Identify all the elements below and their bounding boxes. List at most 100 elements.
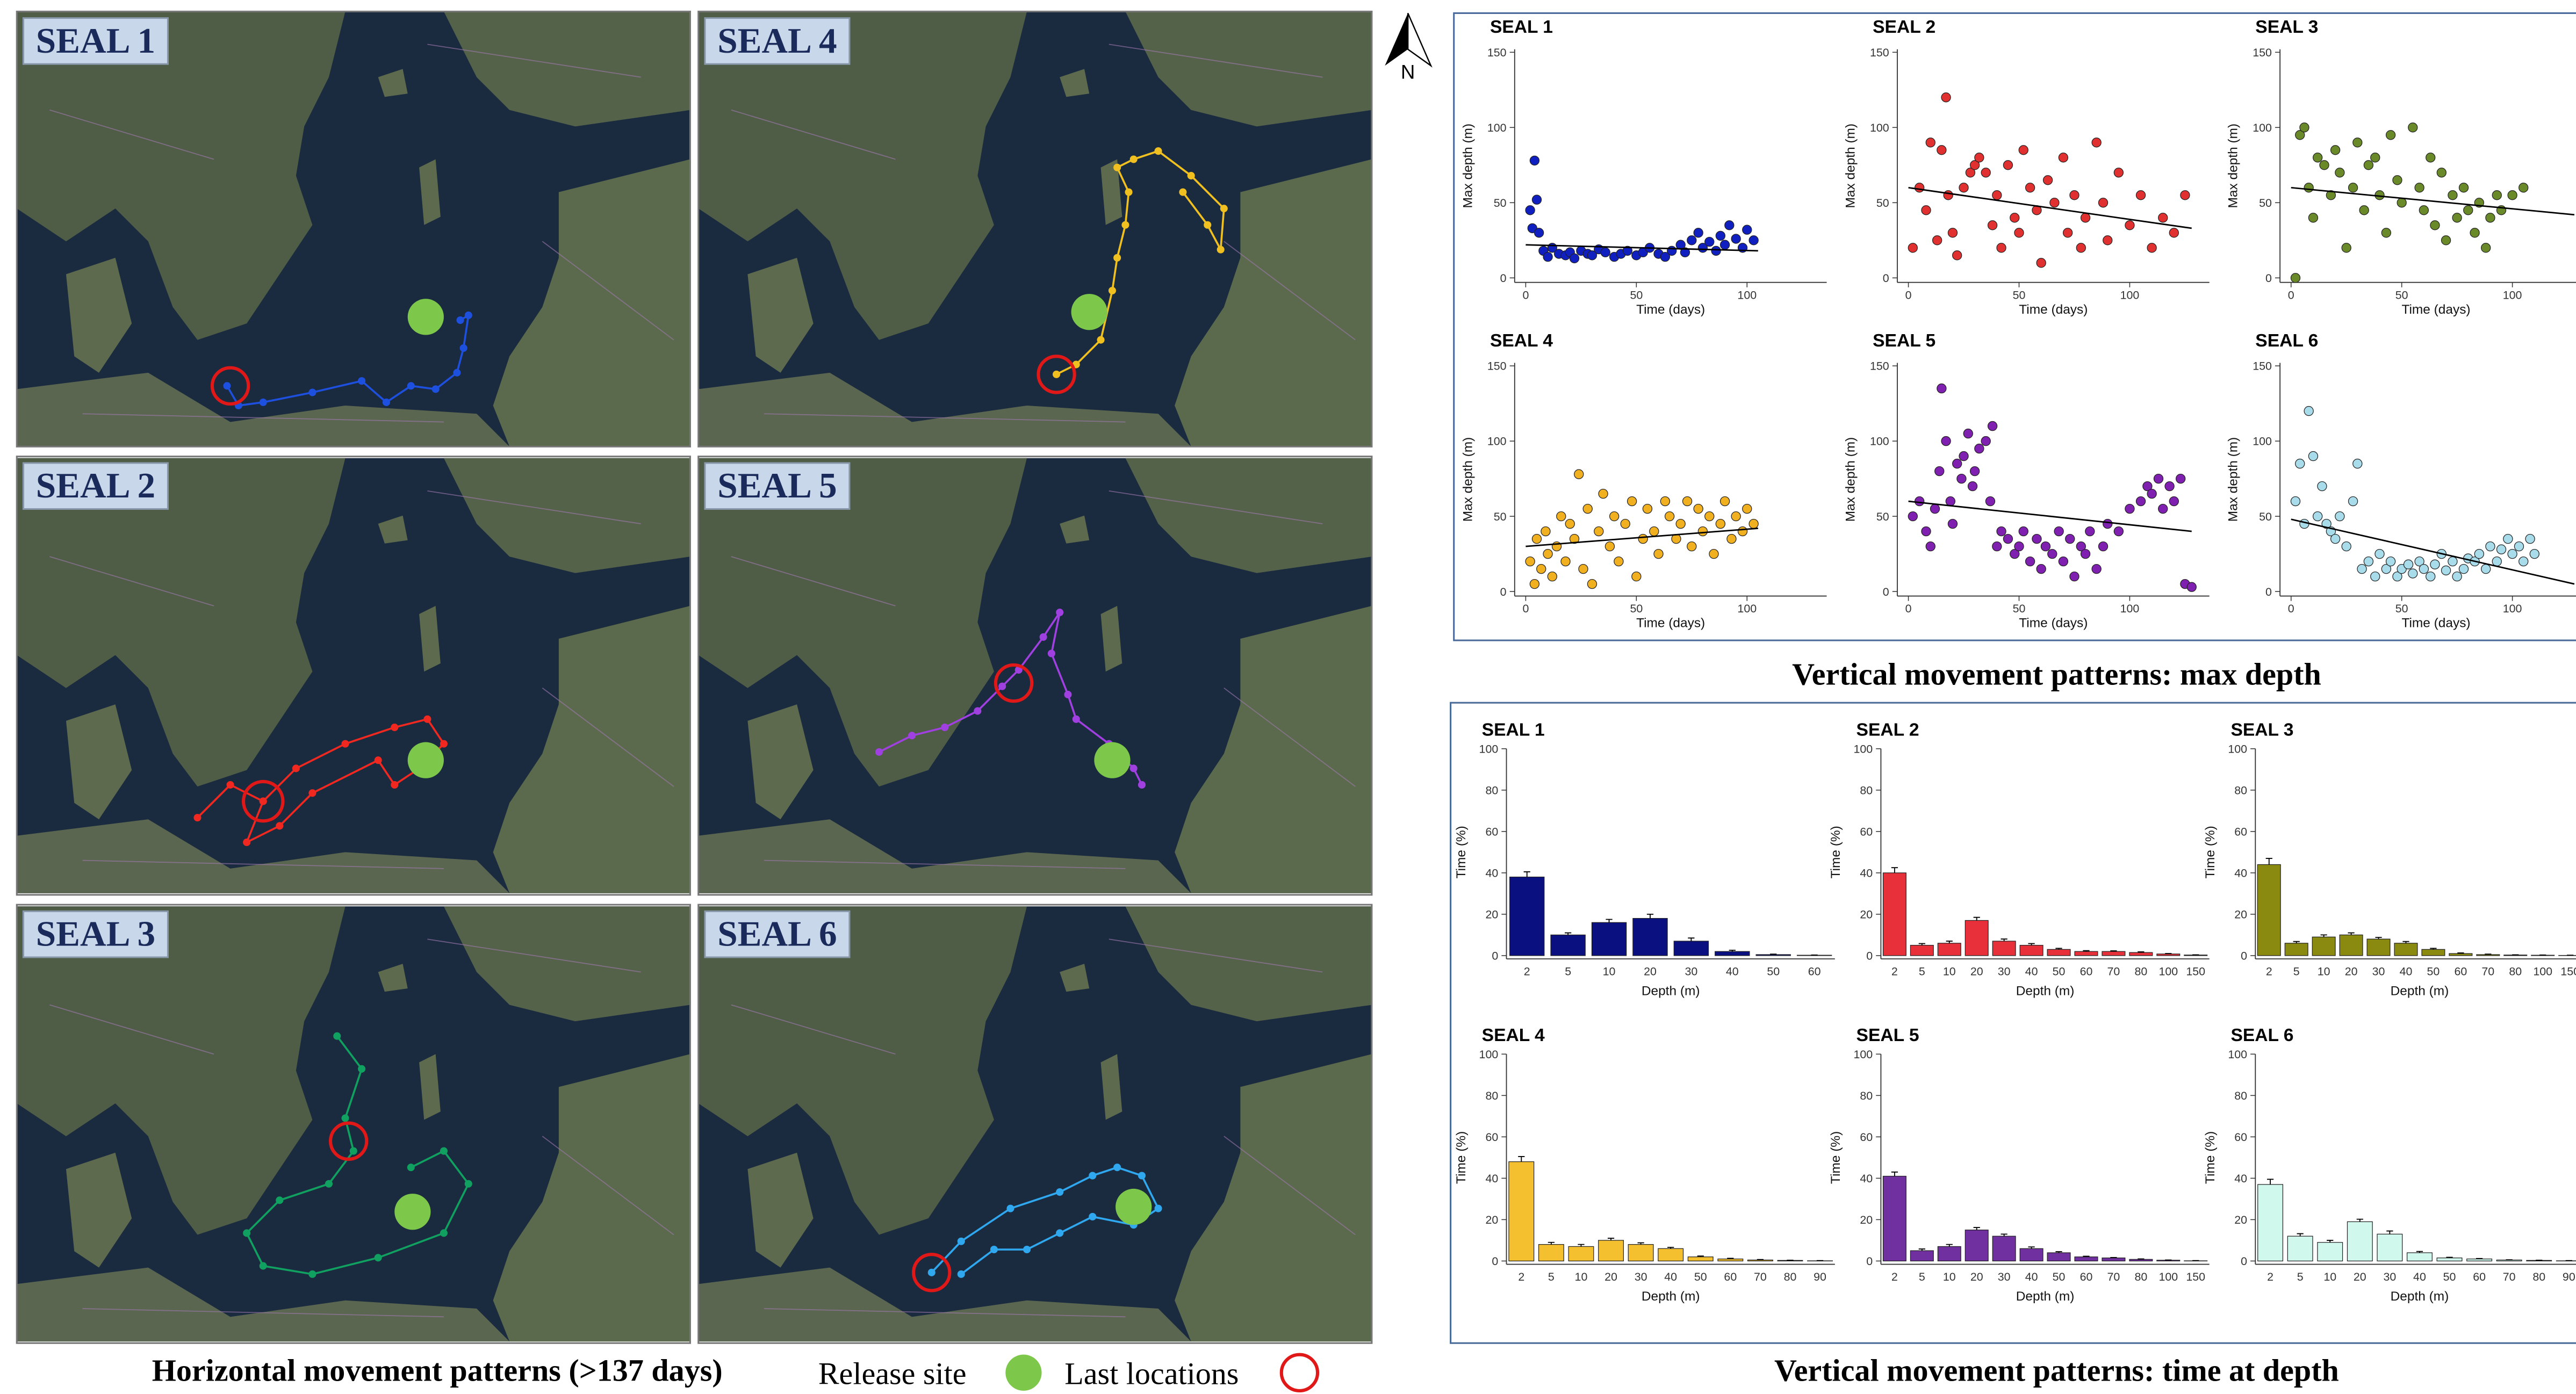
point xyxy=(1922,206,1931,215)
map-caption: Horizontal movement patterns (>137 days) xyxy=(152,1353,723,1388)
x-tick-label: 50 xyxy=(2395,288,2408,301)
x-tick-label: 0 xyxy=(1522,602,1529,615)
point xyxy=(2525,535,2535,544)
point xyxy=(1922,527,1931,536)
bar xyxy=(2394,943,2417,956)
point xyxy=(2452,572,2462,581)
bar xyxy=(2129,952,2153,956)
release-site xyxy=(394,1194,430,1230)
point xyxy=(2026,183,2035,192)
point xyxy=(1725,221,1734,230)
point xyxy=(2426,572,2435,581)
bar xyxy=(1551,935,1585,956)
point xyxy=(2050,198,2059,207)
bar xyxy=(2467,1259,2492,1261)
map-label: SEAL 6 xyxy=(717,914,837,954)
x-tick-label: 2 xyxy=(2267,1270,2273,1283)
y-tick-label: 50 xyxy=(1494,510,1507,523)
point xyxy=(1908,512,1917,521)
bar xyxy=(1883,873,1906,956)
point xyxy=(2032,535,2041,544)
x-tick-label: 60 xyxy=(2080,965,2093,978)
y-tick-label: 20 xyxy=(2234,908,2247,921)
point xyxy=(2019,527,2028,536)
y-tick-label: 100 xyxy=(1853,742,1873,755)
point xyxy=(2481,243,2491,252)
point xyxy=(1968,482,1977,491)
point xyxy=(1530,580,1539,589)
point xyxy=(2063,228,2073,237)
point xyxy=(1749,236,1758,245)
x-tick-label: 2 xyxy=(1524,965,1530,978)
point xyxy=(2464,206,2473,215)
x-tick-label: 70 xyxy=(2481,965,2494,978)
x-tick-label: 30 xyxy=(1635,1270,1647,1283)
y-tick-label: 150 xyxy=(2253,360,2272,373)
trend-line xyxy=(1526,529,1758,547)
y-tick-label: 40 xyxy=(1485,1172,1498,1185)
bar xyxy=(2020,945,2043,956)
x-tick-label: 5 xyxy=(1548,1270,1555,1283)
legend-label: Release site xyxy=(818,1356,967,1391)
north-arrow xyxy=(1408,13,1431,66)
x-tick-label: 60 xyxy=(2454,965,2467,978)
point xyxy=(1721,497,1730,506)
point xyxy=(1705,512,1714,521)
y-tick-label: 80 xyxy=(1860,784,1873,797)
point xyxy=(2066,535,2075,544)
bar xyxy=(1599,1240,1624,1261)
x-tick-label: 10 xyxy=(1603,965,1616,978)
x-tick-label: 150 xyxy=(2560,965,2576,978)
chart-title: SEAL 2 xyxy=(1873,17,1935,37)
point xyxy=(2342,243,2351,252)
point xyxy=(2014,228,2024,237)
x-tick-label: 10 xyxy=(1943,1270,1956,1283)
y-tick-label: 80 xyxy=(1485,1089,1498,1102)
x-tick-label: 100 xyxy=(2158,965,2178,978)
point xyxy=(2486,213,2495,222)
x-tick-label: 60 xyxy=(1724,1270,1737,1283)
point xyxy=(2308,213,2318,222)
x-tick-label: 100 xyxy=(2158,1270,2178,1283)
point xyxy=(2081,213,2090,222)
x-tick-label: 40 xyxy=(2400,965,2413,978)
point xyxy=(1643,504,1652,514)
point xyxy=(1731,234,1740,243)
x-tick-label: 50 xyxy=(2053,965,2066,978)
point xyxy=(1738,527,1747,536)
x-tick-label: 20 xyxy=(1604,1270,1617,1283)
point xyxy=(2318,482,2327,491)
north-label: N xyxy=(1401,61,1415,83)
point xyxy=(1970,467,1980,476)
y-tick-label: 80 xyxy=(1860,1089,1873,1102)
point xyxy=(1941,93,1951,102)
figure: SEAL 1 SEAL 4 SEAL 2 SEAL 5 SEAL 3 SEAL … xyxy=(0,0,2576,1394)
point xyxy=(2459,565,2468,574)
y-tick-label: 150 xyxy=(2253,46,2272,59)
x-tick-label: 20 xyxy=(1970,1270,1983,1283)
point xyxy=(2349,183,2358,192)
point xyxy=(1937,384,1946,393)
point xyxy=(1975,444,1984,453)
y-tick-label: 80 xyxy=(1485,784,1498,797)
point xyxy=(1985,497,1995,506)
point xyxy=(2313,153,2322,162)
bar xyxy=(1539,1245,1564,1261)
y-tick-label: 0 xyxy=(2265,586,2272,598)
point xyxy=(1694,228,1703,237)
y-tick-label: 100 xyxy=(1853,1048,1873,1061)
x-axis-label: Time (days) xyxy=(2401,616,2470,631)
point xyxy=(2496,545,2506,554)
point xyxy=(2054,527,2063,536)
x-tick-label: 80 xyxy=(2532,1270,2545,1283)
map-label: SEAL 3 xyxy=(36,914,155,954)
release-site xyxy=(1116,1189,1152,1225)
point xyxy=(1599,489,1608,499)
point xyxy=(2003,161,2012,170)
x-axis-label: Depth (m) xyxy=(2016,1289,2075,1304)
point xyxy=(2076,243,2085,252)
max-depth-caption: Vertical movement patterns: max depth xyxy=(1792,657,2321,692)
point xyxy=(1926,138,1935,147)
point xyxy=(2313,512,2322,521)
x-tick-label: 80 xyxy=(2134,1270,2147,1283)
